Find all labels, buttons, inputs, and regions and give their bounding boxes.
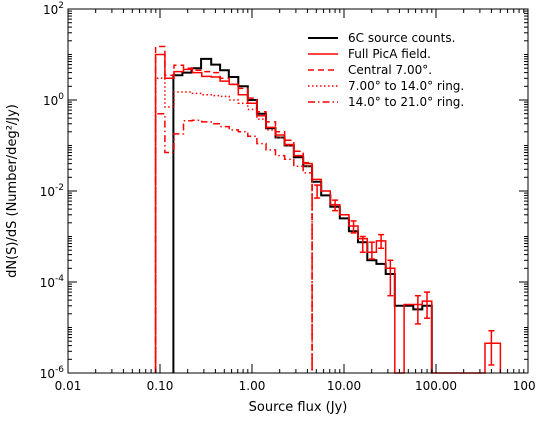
legend-entry: Central 7.00°. [308,63,432,77]
x-tick-label: 0.01 [55,379,82,393]
error-bar [359,235,366,254]
legend: 6C source counts. Full PicA field. Central… [308,31,464,109]
legend-entry: 14.0° to 21.0° ring. [308,95,464,109]
error-bar [414,294,421,325]
x-tick-label: 1000 [513,379,536,393]
error-bar [350,220,357,234]
x-tick-label: 100.00 [415,379,457,393]
x-tick-label: 1.00 [239,379,266,393]
plot-frame [67,8,529,374]
y-tick-label: 10-4 [40,274,65,290]
legend-entry: 7.00° to 14.0° ring. [308,79,464,93]
y-tick-labels: 10-6 10-4 10-2 100 102 [40,1,65,381]
error-bar [314,184,321,199]
y-tick-label: 10-6 [40,365,65,381]
legend-entry: 6C source counts. [308,31,455,45]
legend-entry: Full PicA field. [308,47,431,61]
error-bar-layer [314,184,495,366]
legend-label: 14.0° to 21.0° ring. [348,95,464,109]
y-tick-label: 10-2 [40,183,64,199]
tick-layer [67,9,528,374]
error-bar [378,233,385,250]
series-line-5 [154,112,313,373]
x-tick-label: 0.10 [147,379,174,393]
series-line-4 [154,77,313,373]
x-axis-title: Source flux (Jy) [249,400,348,415]
error-bar [332,199,339,212]
legend-label: Full PicA field. [348,47,431,61]
legend-label: Central 7.00°. [348,63,432,77]
x-tick-label: 10.00 [327,379,361,393]
y-axis-title: dN(S)/dS (Number/deg²/Jy) [5,104,20,278]
series-line-3 [154,45,313,373]
y-tick-label: 102 [43,1,64,17]
error-bar [368,241,375,260]
legend-label: 7.00° to 14.0° ring. [348,79,464,93]
error-bar [488,329,495,366]
error-bar [387,259,394,297]
legend-label: 6C source counts. [348,31,455,45]
y-tick-label: 100 [43,92,64,108]
error-bar [424,291,431,319]
x-tick-labels: 0.01 0.10 1.00 10.00 100.00 1000 [55,379,536,393]
